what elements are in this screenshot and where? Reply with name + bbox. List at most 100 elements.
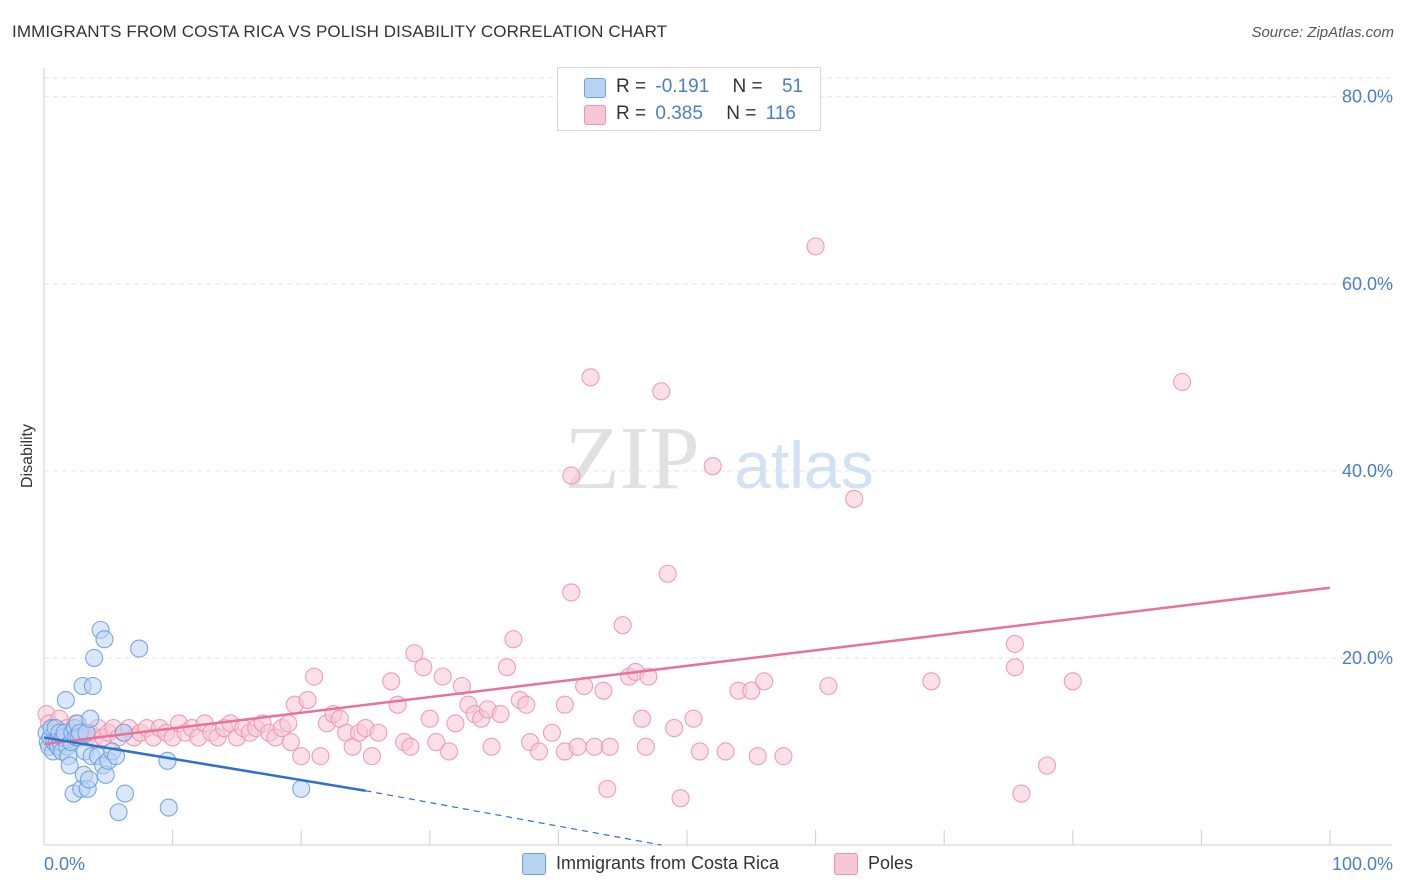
poles-point [665,719,684,738]
chart-title: IMMIGRANTS FROM COSTA RICA VS POLISH DIS… [12,22,668,41]
costa-rica-point [292,779,311,798]
correlation-legend: R = -0.191 N = 51 R = 0.385 N = 116 [557,67,821,131]
poles-point [742,681,761,700]
poles-point [613,616,632,635]
poles-point [639,667,658,686]
poles-point [652,382,671,401]
poles-point [482,737,501,756]
poles-point [542,723,562,742]
poles-point [517,695,536,714]
poles-point [568,737,587,756]
costa-rica-point [56,690,75,710]
series-label-costa-rica: Immigrants from Costa Rica [556,853,780,873]
poles-point [369,723,388,742]
series-swatch-pink [834,853,858,875]
poles-point [671,789,690,808]
legend-r-value: 0.385 [655,103,703,124]
costa-rica-trend-extension [365,790,662,846]
costa-rica-point [83,676,102,696]
poles-point [774,747,793,766]
poles-point [1012,784,1031,803]
poles-point [427,733,446,752]
poles-point [530,742,549,761]
costa-rica-point [95,630,114,649]
gridlines [44,77,1392,659]
legend-r-value: -0.191 [655,76,710,97]
poles-point [292,747,311,766]
poles-point [636,737,655,756]
legend-swatch-blue [584,78,606,98]
poles-point [279,714,298,733]
costa-rica-point [81,709,100,728]
poles-point [594,681,613,700]
poles-point [491,704,510,724]
poles-trend-line [43,586,1331,746]
poles-point [401,737,420,756]
legend-swatch-pink [584,105,606,125]
poles-point [281,733,300,752]
costa-rica-point [159,798,178,817]
poles-point [1173,372,1192,392]
poles-point [497,658,517,677]
costa-rica-point [109,803,128,822]
poles-point [388,695,407,714]
costa-rica-point [79,770,99,789]
poles-point [1038,756,1057,775]
poles-point [581,368,600,387]
poles-point [690,742,709,761]
x-tick-label: 0.0% [44,854,85,874]
y-tick-label: 60.0% [1342,274,1393,294]
poles-point [311,747,330,766]
legend-n-label: N = [726,103,757,124]
watermark-atlas: atlas [734,428,873,502]
costa-rica-point [158,751,177,770]
y-tick-label: 20.0% [1342,648,1393,668]
poles-point [504,630,523,649]
poles-point [598,779,617,798]
watermark: ZIP atlas [565,409,874,508]
blue-points [37,620,311,822]
legend-r-label: R = [616,103,647,124]
costa-rica-point [60,756,79,775]
poles-point [305,667,324,686]
legend-n-value: 51 [781,76,804,97]
poles-point [716,742,735,761]
trend-lines [43,586,1331,846]
poles-point [555,695,574,714]
poles-point [362,747,381,766]
poles-point [452,676,472,696]
y-tick-labels: 20.0% 40.0% 60.0% 80.0% [1342,87,1393,668]
y-tick-label: 40.0% [1342,461,1393,481]
costa-rica-trend-line [43,736,366,792]
poles-point [420,709,439,728]
poles-point [632,709,652,728]
poles-point [600,737,619,756]
poles-point [1063,672,1082,691]
costa-rica-point [85,648,104,667]
poles-point [819,676,838,696]
costa-rica-point [115,784,135,803]
costa-rica-point [130,639,149,658]
legend-n-label: N = [732,76,763,97]
costa-rica-point [106,747,126,766]
poles-point [562,583,581,602]
poles-point [433,667,452,686]
poles-point [298,690,317,710]
pink-points [37,237,1192,808]
poles-point [684,709,703,728]
watermark-zip: ZIP [565,409,700,508]
legend-r-label: R = [616,76,647,97]
legend-n-value: 116 [765,103,796,124]
poles-point [703,457,722,476]
poles-point [405,644,424,663]
poles-point [382,672,401,691]
poles-point [658,564,677,583]
poles-point [562,466,581,485]
poles-point [748,747,767,766]
poles-point [585,737,604,756]
poles-point [755,672,774,691]
poles-point [414,658,433,677]
poles-point [806,237,825,256]
x-tick-labels: 0.0% 100.0% [44,854,1393,874]
